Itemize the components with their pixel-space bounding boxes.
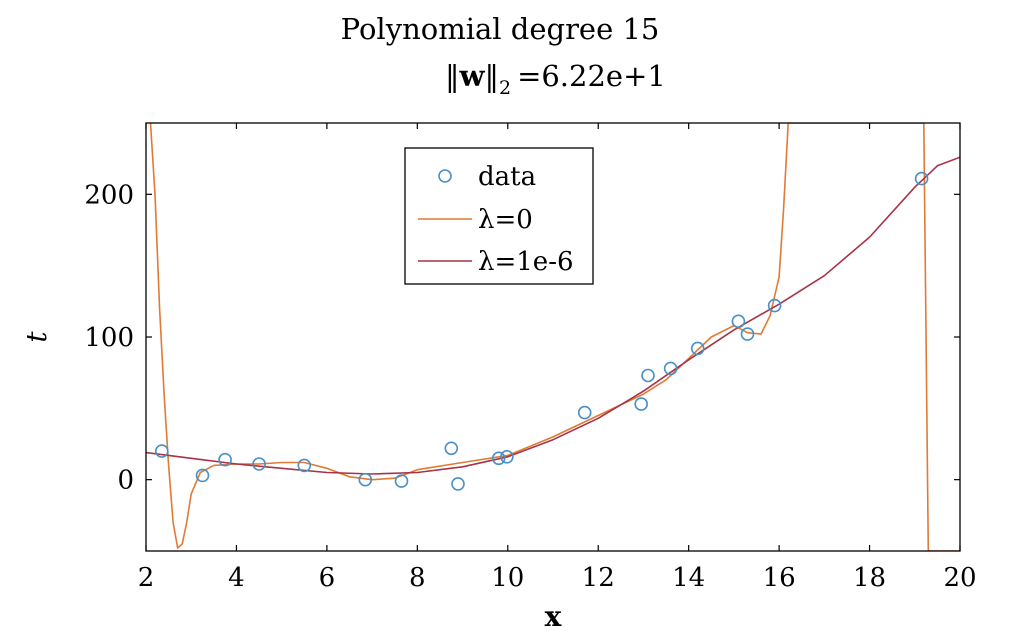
x-tick-label: 20: [943, 563, 976, 593]
y-tick-label: 200: [84, 180, 134, 210]
y-axis-label: t: [20, 331, 53, 343]
data-point: [195, 468, 210, 483]
data-point: [444, 441, 459, 456]
legend-marker-data: [438, 169, 452, 183]
y-tick-label: 100: [84, 323, 134, 353]
lines-layer: [146, 123, 960, 551]
chart-subtitle: ‖w‖2 =6.22e+1: [445, 59, 666, 99]
data-point: [297, 458, 312, 473]
norm-w: w: [459, 59, 486, 93]
data-point: [155, 444, 169, 458]
data-point: [690, 341, 705, 356]
series-line-lambda0: [149, 123, 960, 551]
legend-label-data: data: [478, 162, 536, 192]
data-point: [914, 171, 929, 186]
data-point: [500, 449, 514, 464]
legend-label-lambda1e6: λ=1e-6: [478, 247, 574, 277]
x-tick-label: 12: [582, 563, 615, 593]
data-point: [451, 477, 465, 491]
y-tick-label: 0: [117, 466, 134, 496]
data-point: [731, 314, 746, 329]
norm-subscript: 2: [499, 77, 511, 99]
data-point: [491, 451, 506, 466]
norm-value: =6.22e+1: [517, 59, 666, 93]
data-point: [740, 327, 755, 341]
legend-label-lambda0: λ=0: [478, 205, 533, 235]
chart-title: Polynomial degree 15: [341, 12, 660, 46]
data-point: [218, 452, 232, 467]
x-tick-label: 10: [491, 563, 524, 593]
data-point: [252, 457, 266, 471]
data-point: [358, 472, 373, 487]
x-axis-label: x: [545, 600, 562, 633]
x-tick-label: 16: [763, 563, 796, 593]
data-point: [634, 397, 649, 411]
x-tick-label: 14: [672, 563, 705, 593]
x-tick-label: 2: [138, 563, 155, 593]
x-tick-label: 4: [228, 563, 245, 593]
markers-layer: [155, 171, 929, 491]
x-tick-label: 6: [319, 563, 336, 593]
data-point: [394, 474, 409, 488]
data-point: [767, 298, 782, 313]
x-tick-label: 8: [409, 563, 426, 593]
norm-right: ‖: [484, 59, 499, 93]
data-point: [663, 361, 678, 376]
series-line-lambda1e6: [146, 156, 960, 475]
norm-left: ‖: [445, 59, 460, 93]
data-point: [641, 368, 655, 383]
x-tick-label: 18: [853, 563, 886, 593]
legend: data λ=0 λ=1e-6: [404, 147, 594, 285]
data-point: [577, 405, 592, 420]
